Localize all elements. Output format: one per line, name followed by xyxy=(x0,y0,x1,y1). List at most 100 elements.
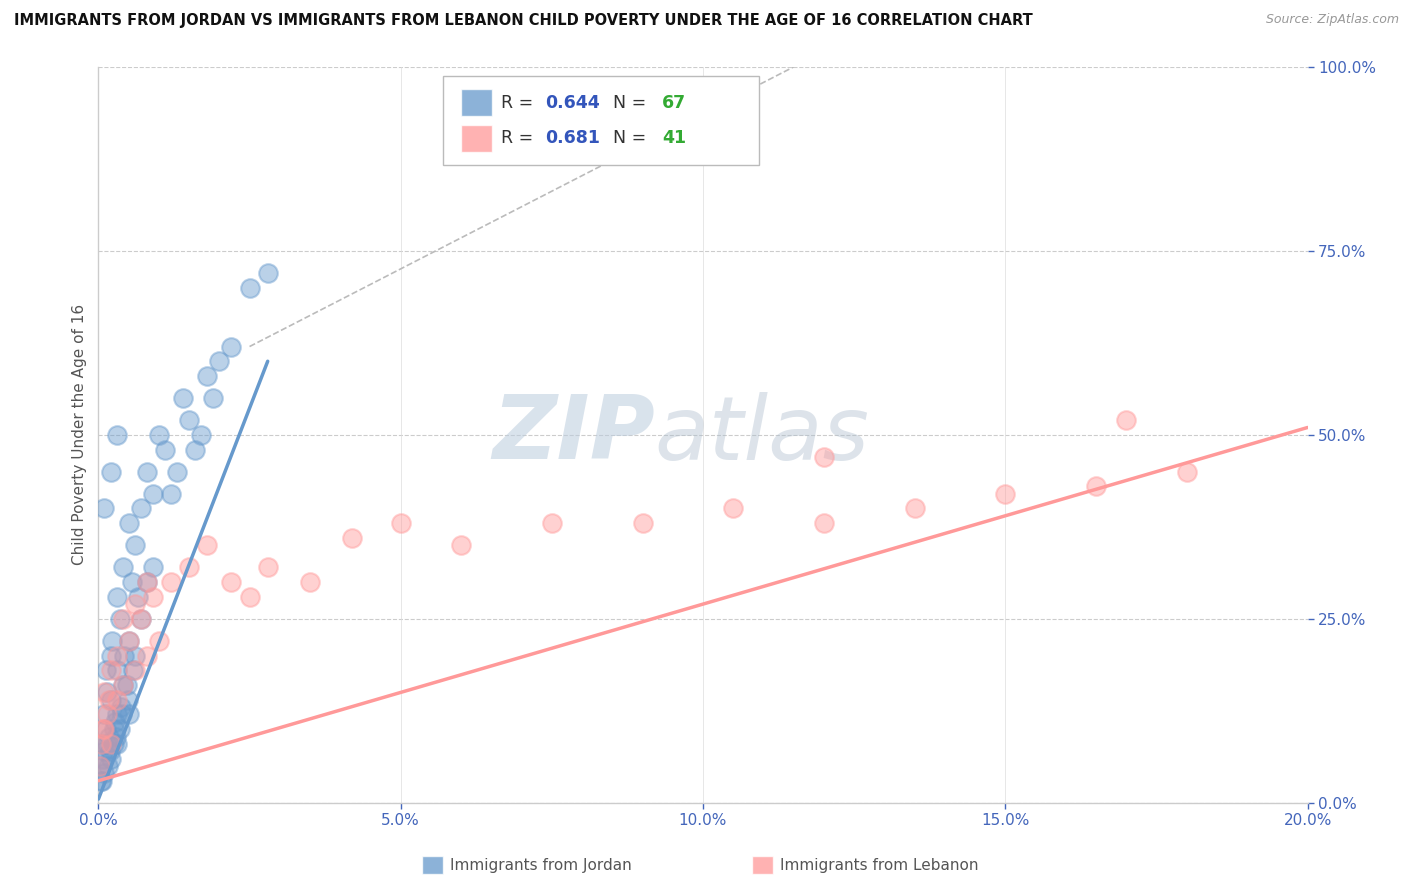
Point xyxy=(342,531,364,545)
Point xyxy=(111,678,134,692)
Point xyxy=(994,487,1017,501)
Point xyxy=(221,575,243,590)
Point xyxy=(239,281,262,295)
Point xyxy=(129,612,152,626)
Point xyxy=(98,692,121,706)
Point xyxy=(190,428,212,442)
Point xyxy=(256,560,278,574)
Point xyxy=(96,707,118,722)
Point xyxy=(540,516,562,530)
Text: R =: R = xyxy=(501,94,538,112)
Point xyxy=(135,575,157,590)
Point xyxy=(1175,465,1198,479)
Point xyxy=(135,575,157,590)
Point xyxy=(93,744,115,758)
Point xyxy=(111,707,134,722)
Point xyxy=(93,707,115,722)
Point xyxy=(160,575,183,590)
Point xyxy=(129,612,152,626)
Point xyxy=(96,664,118,678)
Point xyxy=(100,633,122,648)
Point xyxy=(118,516,141,530)
Text: N =: N = xyxy=(602,129,651,147)
Point xyxy=(91,751,114,765)
Point xyxy=(105,737,128,751)
Point xyxy=(112,648,135,663)
Point xyxy=(160,487,183,501)
Point xyxy=(96,737,118,751)
Point xyxy=(118,633,141,648)
Point xyxy=(103,723,125,737)
Point xyxy=(100,664,122,678)
Point xyxy=(142,590,165,604)
Point xyxy=(124,648,146,663)
Point xyxy=(104,730,127,744)
Point xyxy=(166,465,188,479)
Point xyxy=(135,648,157,663)
Point xyxy=(121,575,143,590)
Point xyxy=(103,737,125,751)
Point xyxy=(105,648,128,663)
Point xyxy=(450,538,472,552)
Point xyxy=(111,678,134,692)
Point xyxy=(93,685,115,699)
Point xyxy=(89,759,111,773)
Point xyxy=(142,487,165,501)
Point xyxy=(135,465,157,479)
Point xyxy=(389,516,412,530)
Point xyxy=(256,266,278,280)
Point xyxy=(904,501,927,516)
Point xyxy=(127,590,149,604)
Point xyxy=(97,759,120,773)
Text: Immigrants from Lebanon: Immigrants from Lebanon xyxy=(780,858,979,872)
Point xyxy=(90,773,112,788)
Text: R =: R = xyxy=(501,129,538,147)
Text: 67: 67 xyxy=(662,94,686,112)
Point xyxy=(1085,479,1108,493)
Point xyxy=(108,723,131,737)
Point xyxy=(153,442,176,457)
Text: 41: 41 xyxy=(662,129,686,147)
Point xyxy=(813,450,835,464)
Point xyxy=(148,428,170,442)
Point xyxy=(93,501,115,516)
Text: atlas: atlas xyxy=(655,392,869,478)
Point xyxy=(148,633,170,648)
Text: IMMIGRANTS FROM JORDAN VS IMMIGRANTS FROM LEBANON CHILD POVERTY UNDER THE AGE OF: IMMIGRANTS FROM JORDAN VS IMMIGRANTS FRO… xyxy=(14,13,1033,29)
Point xyxy=(118,707,141,722)
Point xyxy=(105,428,128,442)
Point xyxy=(111,612,134,626)
Point xyxy=(100,465,122,479)
Point xyxy=(239,590,262,604)
Point xyxy=(124,597,146,611)
Point xyxy=(108,612,131,626)
Text: N =: N = xyxy=(602,94,651,112)
Point xyxy=(813,516,835,530)
Point xyxy=(104,714,127,729)
Point xyxy=(100,648,122,663)
Point xyxy=(100,737,122,751)
Point xyxy=(631,516,654,530)
Point xyxy=(195,369,218,384)
Point xyxy=(124,538,146,552)
Point xyxy=(195,538,218,552)
Point xyxy=(93,723,115,737)
Point xyxy=(105,707,128,722)
Point xyxy=(90,737,112,751)
Point xyxy=(184,442,207,457)
Point xyxy=(94,723,117,737)
Point xyxy=(118,633,141,648)
Point xyxy=(299,575,322,590)
Point xyxy=(221,340,243,354)
Point xyxy=(98,744,121,758)
Point xyxy=(91,773,114,788)
Point xyxy=(105,664,128,678)
Point xyxy=(142,560,165,574)
Point xyxy=(177,413,201,427)
Text: Immigrants from Jordan: Immigrants from Jordan xyxy=(450,858,631,872)
Point xyxy=(91,737,114,751)
Point xyxy=(117,678,139,692)
Point xyxy=(100,751,122,765)
Point xyxy=(110,700,132,714)
Point xyxy=(208,354,231,368)
